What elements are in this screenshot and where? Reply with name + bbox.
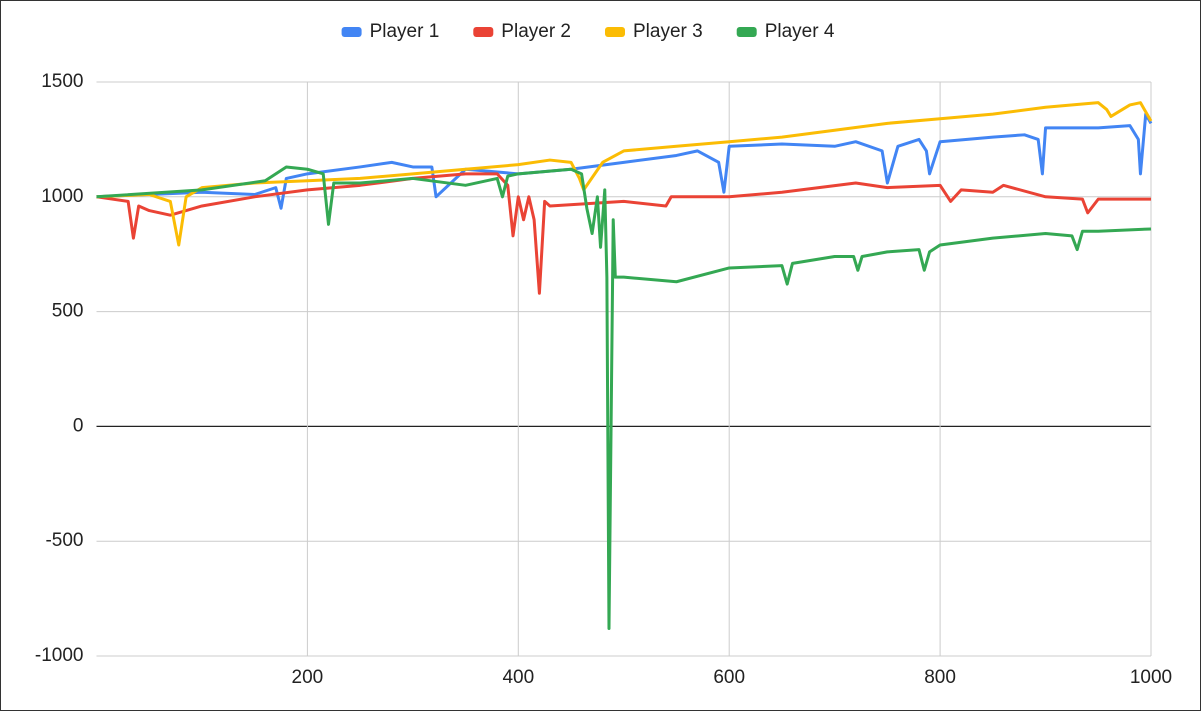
legend-label: Player 2 <box>501 21 571 42</box>
legend-label: Player 1 <box>370 21 440 42</box>
legend-swatch <box>736 27 757 37</box>
legend-item: Player 3 <box>605 21 703 42</box>
legend-item: Player 2 <box>473 21 571 42</box>
legend: Player 1 Player 2 Player 3 Player 4 <box>341 21 835 42</box>
x-tick-label: 1000 <box>1130 667 1172 688</box>
legend-label: Player 3 <box>633 21 703 42</box>
y-tick-label: 1000 <box>41 186 83 207</box>
legend-label: Player 4 <box>765 21 835 42</box>
grid: -1000 -500 0 500 1000 1500 200 400 600 800 1000 <box>35 71 1172 688</box>
y-tick-label: -1000 <box>35 645 84 666</box>
y-tick-label: 500 <box>52 301 84 322</box>
legend-swatch <box>341 27 362 37</box>
legend-item: Player 4 <box>736 21 835 42</box>
series-line <box>96 165 1152 630</box>
x-tick-label: 200 <box>292 667 324 688</box>
y-tick-label: -500 <box>45 530 83 551</box>
y-tick-label: 1500 <box>41 71 83 92</box>
x-tick-label: 800 <box>924 667 956 688</box>
legend-swatch <box>605 27 625 37</box>
x-tick-label: 400 <box>502 667 534 688</box>
series-line <box>96 112 1153 210</box>
y-tick-label: 0 <box>73 415 84 436</box>
legend-swatch <box>473 27 494 37</box>
x-tick-label: 600 <box>713 667 745 688</box>
series-line <box>96 172 1151 295</box>
legend-item: Player 1 <box>341 21 440 42</box>
series-line <box>96 101 1153 247</box>
lines <box>96 101 1153 630</box>
